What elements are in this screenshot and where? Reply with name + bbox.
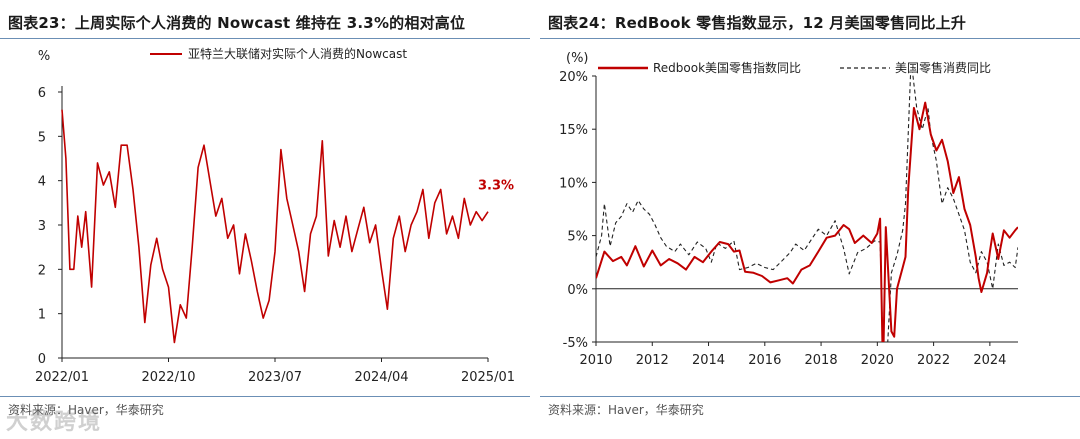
x-tick-label: 2010 [579, 353, 612, 368]
x-tick-label: 2016 [748, 353, 781, 368]
value-annotation: 3.3% [478, 179, 514, 194]
legend-label-retail: 美国零售消费同比 [895, 60, 991, 75]
x-tick-label: 2020 [861, 353, 894, 368]
watermark: 大数跨境 [6, 410, 103, 435]
source-divider [0, 396, 530, 397]
chart-source-nowcast: 资料来源：Haver，华泰研究 [8, 403, 164, 417]
y-tick-label: 3 [38, 219, 46, 234]
y-tick-label: 1 [38, 308, 46, 323]
x-tick-label: 2023/07 [248, 370, 302, 385]
x-tick-label: 2022/01 [35, 370, 89, 385]
chart-title-nowcast: 图表23：上周实际个人消费的 Nowcast 维持在 3.3%的相对高位 [8, 14, 466, 32]
x-tick-label: 2024 [973, 353, 1006, 368]
y-axis-unit: % [38, 49, 50, 64]
y-tick-label: 5 [38, 130, 46, 145]
y-tick-label: -5% [563, 336, 588, 351]
source-divider [540, 396, 1080, 397]
title-divider [540, 38, 1080, 39]
chart-source-redbook: 资料来源：Haver，华泰研究 [548, 403, 704, 417]
y-tick-label: 4 [38, 175, 46, 190]
x-tick-label: 2018 [805, 353, 838, 368]
legend-label: 亚特兰大联储对实际个人消费的Nowcast [188, 46, 407, 61]
y-tick-label: 15% [559, 123, 588, 138]
y-tick-label: 10% [559, 176, 588, 191]
x-tick-label: 2022 [917, 353, 950, 368]
y-tick-label: 20% [559, 70, 588, 85]
y-tick-label: 0 [38, 352, 46, 367]
x-tick-label: 2025/01 [461, 370, 515, 385]
y-tick-label: 6 [38, 86, 46, 101]
chart-panel-redbook: 图表24：RedBook 零售指数显示，12 月美国零售同比上升 (%) -5% 0… [540, 0, 1080, 439]
nowcast-line-chart: % 0 1 2 3 4 5 6 2022/01 2022/10 2023/07 2024/04 2025… [35, 46, 515, 385]
chart-panel-nowcast: 图表23：上周实际个人消费的 Nowcast 维持在 3.3%的相对高位 % 0 1… [0, 0, 530, 439]
y-tick-label: 2 [38, 263, 46, 278]
y-tick-label: 0% [567, 283, 588, 298]
title-divider [0, 38, 530, 39]
series-line-nowcast [61, 109, 489, 344]
chart-title-redbook: 图表24：RedBook 零售指数显示，12 月美国零售同比上升 [548, 14, 967, 32]
redbook-line-chart: (%) -5% 0% 5% 10% 15% 20% 2010 2012 2014 2016 2018 2… [559, 51, 1018, 368]
y-tick-label: 5% [567, 230, 588, 245]
y-axis-unit: (%) [566, 51, 589, 66]
series-line-retail-sales [596, 72, 1018, 342]
legend-label-redbook: Redbook美国零售指数同比 [653, 60, 801, 75]
x-tick-label: 2014 [692, 353, 725, 368]
x-tick-label: 2024/04 [354, 370, 408, 385]
series-line-redbook [596, 101, 1018, 342]
x-tick-label: 2012 [636, 353, 669, 368]
x-tick-label: 2022/10 [141, 370, 195, 385]
